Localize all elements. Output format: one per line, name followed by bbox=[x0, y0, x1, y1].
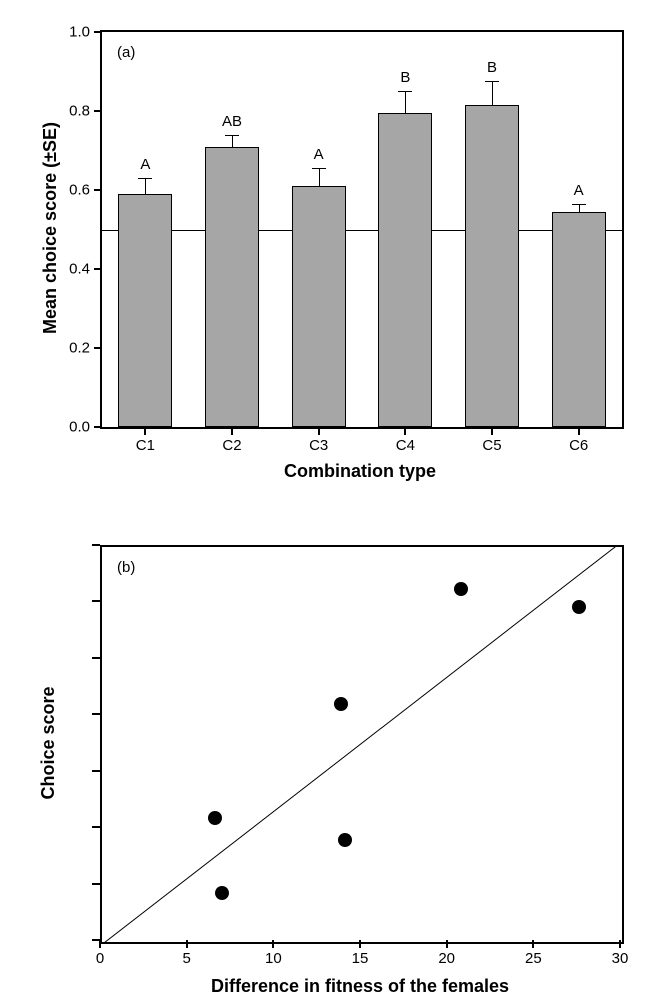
xtick-label: 10 bbox=[265, 950, 282, 967]
scatter-point bbox=[454, 582, 468, 596]
xtick-label: 0 bbox=[96, 950, 104, 967]
ytick bbox=[92, 544, 100, 546]
ytick bbox=[92, 883, 100, 885]
xlabel-b: Difference in fitness of the females bbox=[211, 976, 509, 997]
xtick-label: 15 bbox=[352, 950, 369, 967]
plot-area-b: (b) bbox=[100, 545, 624, 944]
subplot-label-b: (b) bbox=[117, 559, 135, 576]
ytick bbox=[92, 770, 100, 772]
ytick bbox=[92, 713, 100, 715]
xtick bbox=[619, 940, 621, 948]
figure: (a) AABABBA 0.00.20.40.60.81.0 C1C2C3C4C… bbox=[0, 0, 664, 1000]
xtick bbox=[532, 940, 534, 948]
ytick bbox=[92, 657, 100, 659]
xtick bbox=[446, 940, 448, 948]
scatter-point bbox=[572, 600, 586, 614]
xtick-label: 20 bbox=[438, 950, 455, 967]
ytick bbox=[92, 826, 100, 828]
scatter-point bbox=[338, 833, 352, 847]
xtick bbox=[359, 940, 361, 948]
panel-b: (b) Choice score Difference in fitness o… bbox=[0, 0, 664, 1000]
xtick-label: 25 bbox=[525, 950, 542, 967]
regression-line bbox=[102, 545, 623, 944]
scatter-point bbox=[208, 811, 222, 825]
ytick bbox=[92, 600, 100, 602]
xtick bbox=[99, 940, 101, 948]
xtick bbox=[186, 940, 188, 948]
xtick-label: 30 bbox=[612, 950, 629, 967]
xtick-label: 5 bbox=[182, 950, 190, 967]
ylabel-b: Choice score bbox=[38, 686, 59, 799]
xtick bbox=[272, 940, 274, 948]
scatter-point bbox=[215, 886, 229, 900]
scatter-point bbox=[334, 697, 348, 711]
